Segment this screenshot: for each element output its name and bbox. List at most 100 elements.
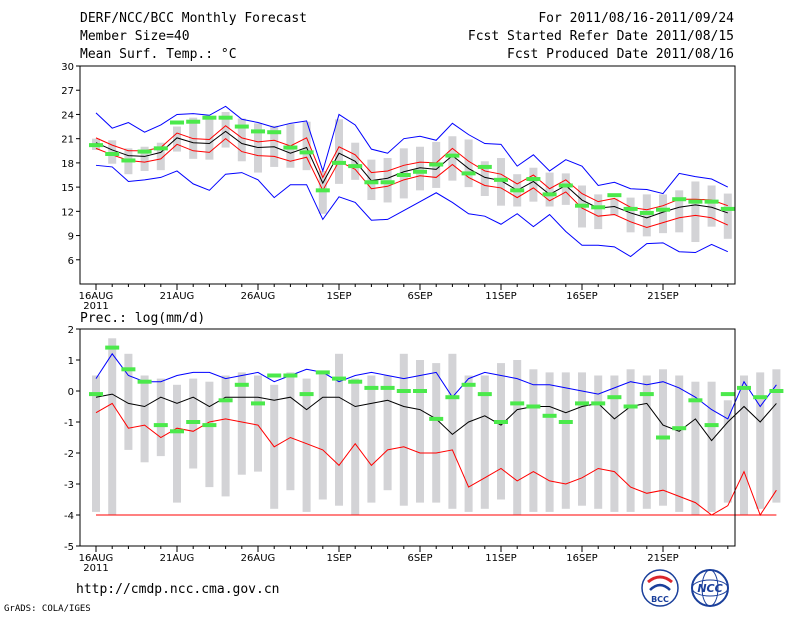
prec-obs-marker	[445, 395, 460, 400]
prec-obs-marker	[461, 382, 476, 387]
temp-xtick-label: 21SEP	[647, 291, 678, 302]
prec-xtick-label: 16SEP	[566, 553, 597, 564]
prec-ytick-label: 2	[68, 325, 74, 336]
prec-ytick-label: -3	[64, 480, 74, 491]
temp-max-line	[95, 105, 729, 195]
prec-obs-marker	[607, 395, 622, 400]
prec-obs-marker	[623, 404, 638, 409]
prec-ytick-label: -5	[64, 542, 74, 553]
temp-year-label: 2011	[83, 301, 108, 312]
prec-spread-box	[529, 369, 538, 512]
temp-xtick-label: 1SEP	[326, 291, 351, 302]
prec-ytick-label: 0	[68, 387, 74, 398]
prec-ytick-label: -4	[64, 511, 74, 522]
prec-spread-box	[254, 375, 262, 472]
prec-spread-box	[286, 372, 295, 491]
prec-spread-box	[399, 353, 408, 506]
temp-obs-marker	[89, 143, 103, 148]
prec-spread-box	[448, 353, 457, 509]
temp-frame	[79, 65, 736, 285]
prec-spread-box	[545, 372, 554, 512]
prec-obs-marker	[688, 398, 703, 403]
prec-obs-marker	[639, 392, 654, 397]
temp-spread-box	[464, 139, 473, 188]
prec-spread-box	[561, 372, 570, 509]
temp-ytick-label: 21	[61, 135, 74, 146]
prec-obs-marker	[704, 423, 719, 428]
temp-xtick-label: 16AUG	[79, 291, 114, 302]
temp-spread-box	[529, 167, 538, 202]
prec-obs-marker	[137, 379, 152, 384]
grads-credit: GrADS: COLA/IGES	[4, 604, 91, 614]
temp-obs-marker	[526, 177, 541, 182]
temp-spread-box	[156, 142, 165, 171]
temp-obs-marker	[267, 130, 282, 135]
temp-spread-box	[335, 119, 343, 184]
temp-obs-marker	[234, 124, 249, 129]
prec-obs-marker	[737, 385, 751, 390]
prec-ytick-label: 1	[68, 356, 74, 367]
temp-ytick-label: 12	[61, 207, 74, 218]
prec-spread-box	[205, 381, 214, 488]
prec-obs-marker	[170, 429, 184, 434]
prec-spread-box	[383, 375, 392, 491]
temp-obs-marker	[348, 164, 363, 169]
prec-obs-marker	[753, 395, 768, 400]
temp-xtick-label: 11SEP	[485, 291, 516, 302]
temp-obs-marker	[137, 149, 152, 154]
prec-spread-box	[156, 378, 165, 457]
produced-date: Fcst Produced Date 2011/08/16	[507, 47, 734, 62]
temp-obs-marker	[396, 173, 411, 177]
temp-ytick-label: 6	[68, 256, 74, 267]
prec-xtick-label: 21SEP	[647, 553, 678, 564]
member-size: Member Size=40	[80, 29, 190, 44]
prec-panel: 2 1 0 -1 -2 -3 -4 -5 16AUG 21AUG 26AUG 1SEP 6SEP 11SE…	[64, 325, 784, 574]
temp-obs-marker	[445, 153, 460, 158]
temp-ytick-label: 27	[61, 86, 74, 97]
temp-ytick-label: 24	[61, 110, 74, 121]
prec-spread-box	[480, 375, 489, 509]
prec-obs-marker	[153, 423, 168, 428]
prec-spread-box	[237, 372, 246, 475]
prec-obs-marker	[234, 382, 249, 387]
temp-spread-box	[221, 112, 230, 148]
temp-obs-marker	[575, 203, 589, 208]
prec-xtick-label: 1SEP	[326, 553, 351, 564]
prec-spread-box	[626, 369, 635, 512]
temp-spread-box	[173, 126, 181, 152]
temp-spread-box	[723, 193, 732, 239]
prec-obs-marker	[332, 376, 346, 381]
temp-obs-marker	[315, 188, 330, 193]
prec-obs-marker	[89, 392, 103, 397]
temp-spread-box	[318, 170, 327, 214]
temp-obs-marker	[461, 171, 476, 176]
prec-spread-box	[756, 372, 765, 509]
temp-obs-marker	[639, 210, 654, 215]
prec-obs-marker	[283, 373, 298, 378]
prec-obs-marker	[186, 420, 201, 424]
temp-obs-marker	[542, 192, 557, 197]
prec-spread-box	[173, 384, 181, 503]
prec-obs-marker	[575, 401, 589, 406]
temp-spread-box	[416, 146, 424, 191]
prec-spread-box	[432, 363, 441, 503]
temp-xtick-label: 6SEP	[407, 291, 432, 302]
prec-spread-box	[707, 381, 716, 512]
prec-spread-box	[124, 353, 133, 450]
temp-obs-marker	[494, 177, 508, 182]
temp-obs-marker	[623, 206, 638, 211]
temp-obs-marker	[656, 207, 670, 212]
temp-obs-marker	[364, 180, 379, 185]
prec-obs-marker	[348, 379, 363, 384]
prec-obs-marker	[299, 392, 314, 397]
temp-spread-box	[108, 140, 117, 164]
forecast-period: For 2011/08/16-2011/09/24	[538, 11, 734, 26]
prec-obs-marker	[251, 401, 265, 406]
prec-year-label: 2011	[83, 563, 108, 574]
prec-spread-box	[740, 375, 748, 515]
footer-url[interactable]: http://cmdp.ncc.cma.gov.cn	[76, 582, 280, 597]
temp-spread-box	[626, 197, 635, 233]
prec-spread-box	[772, 369, 781, 503]
prec-spread-box	[302, 378, 311, 512]
